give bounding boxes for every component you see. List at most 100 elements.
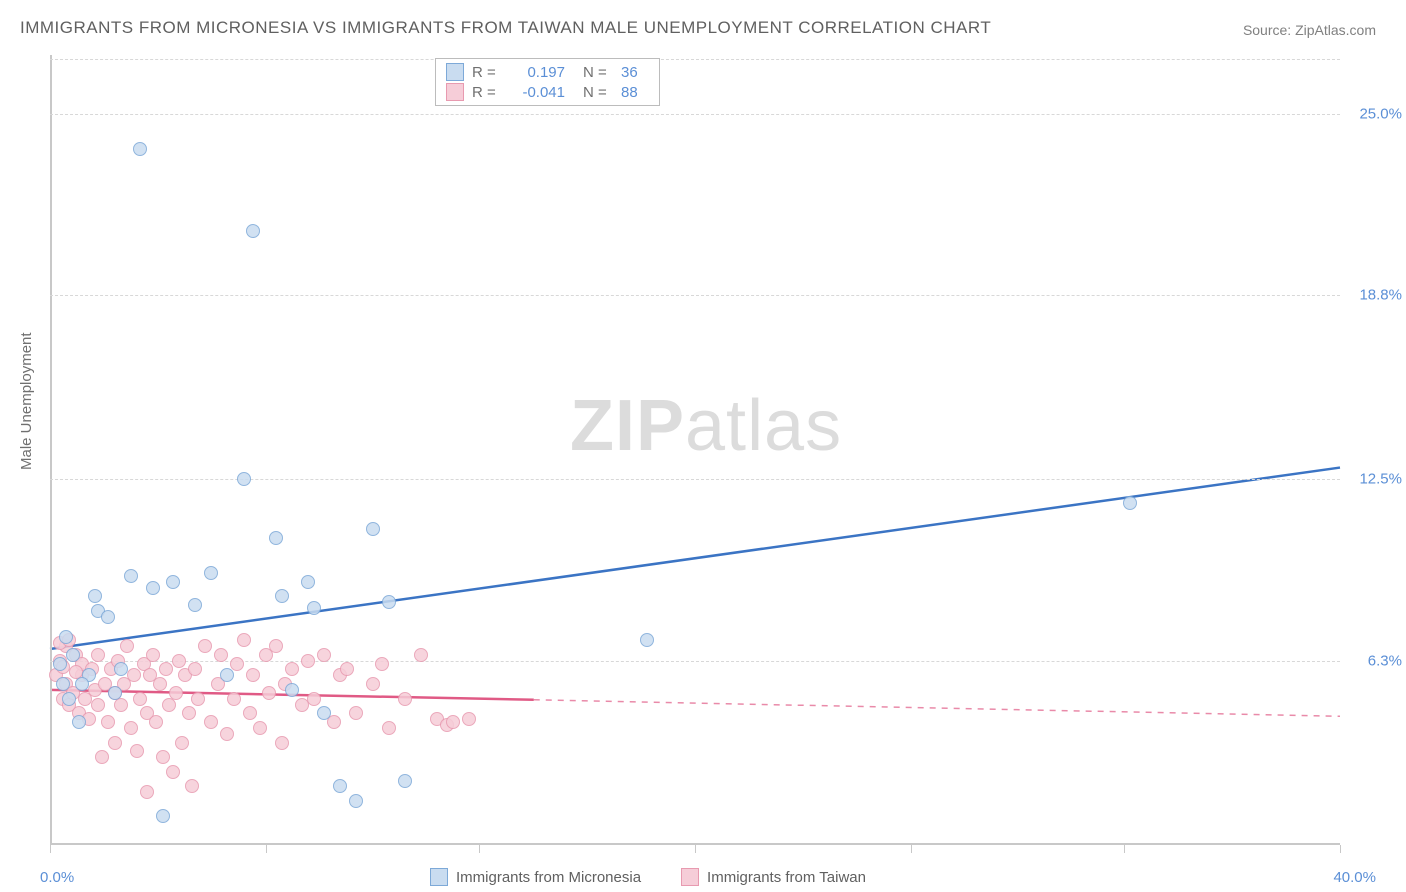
data-point bbox=[114, 662, 128, 676]
data-point bbox=[59, 630, 73, 644]
data-point bbox=[333, 779, 347, 793]
gridline bbox=[50, 295, 1340, 296]
data-point bbox=[133, 692, 147, 706]
data-point bbox=[56, 677, 70, 691]
data-point bbox=[307, 601, 321, 615]
legend-swatch bbox=[446, 63, 464, 81]
data-point bbox=[317, 706, 331, 720]
data-point bbox=[204, 566, 218, 580]
data-point bbox=[243, 706, 257, 720]
data-point bbox=[366, 522, 380, 536]
data-point bbox=[88, 589, 102, 603]
y-tick-label: 12.5% bbox=[1359, 471, 1402, 488]
data-point bbox=[382, 721, 396, 735]
data-point bbox=[101, 715, 115, 729]
data-point bbox=[446, 715, 460, 729]
data-point bbox=[188, 662, 202, 676]
data-point bbox=[130, 744, 144, 758]
data-point bbox=[166, 575, 180, 589]
data-point bbox=[91, 698, 105, 712]
stats-legend: R =0.197N =36R =-0.041N =88 bbox=[435, 58, 660, 106]
data-point bbox=[237, 472, 251, 486]
series-legend: Immigrants from Micronesia Immigrants fro… bbox=[430, 868, 866, 886]
data-point bbox=[317, 648, 331, 662]
x-tick bbox=[695, 845, 696, 853]
data-point bbox=[166, 765, 180, 779]
data-point bbox=[301, 654, 315, 668]
stat-value-r: 0.197 bbox=[510, 64, 565, 81]
gridline bbox=[50, 114, 1340, 115]
data-point bbox=[159, 662, 173, 676]
data-point bbox=[253, 721, 267, 735]
data-point bbox=[349, 706, 363, 720]
data-point bbox=[182, 706, 196, 720]
stat-label-n: N = bbox=[583, 84, 613, 101]
y-tick-label: 25.0% bbox=[1359, 105, 1402, 122]
data-point bbox=[262, 686, 276, 700]
stat-value-r: -0.041 bbox=[510, 84, 565, 101]
data-point bbox=[124, 721, 138, 735]
data-point bbox=[382, 595, 396, 609]
legend-swatch bbox=[430, 868, 448, 886]
data-point bbox=[146, 648, 160, 662]
stat-value-n: 36 bbox=[621, 64, 649, 81]
x-axis-label-min: 0.0% bbox=[40, 869, 74, 886]
data-point bbox=[214, 648, 228, 662]
data-point bbox=[191, 692, 205, 706]
data-point bbox=[220, 668, 234, 682]
data-point bbox=[172, 654, 186, 668]
data-point bbox=[62, 692, 76, 706]
chart-svg bbox=[50, 55, 1340, 845]
series-name: Immigrants from Micronesia bbox=[456, 869, 641, 886]
chart-title: IMMIGRANTS FROM MICRONESIA VS IMMIGRANTS… bbox=[20, 18, 991, 38]
data-point bbox=[169, 686, 183, 700]
data-point bbox=[275, 589, 289, 603]
legend-swatch bbox=[681, 868, 699, 886]
data-point bbox=[285, 683, 299, 697]
data-point bbox=[204, 715, 218, 729]
data-point bbox=[75, 677, 89, 691]
data-point bbox=[127, 668, 141, 682]
data-point bbox=[140, 785, 154, 799]
data-point bbox=[133, 142, 147, 156]
trend-line bbox=[50, 468, 1340, 649]
data-point bbox=[462, 712, 476, 726]
x-tick bbox=[479, 845, 480, 853]
data-point bbox=[366, 677, 380, 691]
data-point bbox=[285, 662, 299, 676]
y-tick-label: 6.3% bbox=[1368, 652, 1402, 669]
x-tick bbox=[1124, 845, 1125, 853]
data-point bbox=[246, 224, 260, 238]
series-legend-item: Immigrants from Micronesia bbox=[430, 868, 641, 886]
data-point bbox=[269, 531, 283, 545]
source-attribution: Source: ZipAtlas.com bbox=[1243, 22, 1376, 38]
data-point bbox=[146, 581, 160, 595]
plot-area: ZIPatlas 6.3%12.5%18.8%25.0% bbox=[50, 55, 1340, 845]
stat-value-n: 88 bbox=[621, 84, 649, 101]
data-point bbox=[220, 727, 234, 741]
y-tick-label: 18.8% bbox=[1359, 286, 1402, 303]
data-point bbox=[414, 648, 428, 662]
data-point bbox=[91, 648, 105, 662]
data-point bbox=[188, 598, 202, 612]
data-point bbox=[149, 715, 163, 729]
data-point bbox=[307, 692, 321, 706]
data-point bbox=[185, 779, 199, 793]
data-point bbox=[156, 809, 170, 823]
stat-label-n: N = bbox=[583, 64, 613, 81]
x-tick bbox=[911, 845, 912, 853]
data-point bbox=[175, 736, 189, 750]
data-point bbox=[246, 668, 260, 682]
y-axis bbox=[50, 55, 52, 845]
gridline bbox=[50, 59, 1340, 60]
data-point bbox=[237, 633, 251, 647]
data-point bbox=[153, 677, 167, 691]
data-point bbox=[640, 633, 654, 647]
legend-swatch bbox=[446, 83, 464, 101]
series-name: Immigrants from Taiwan bbox=[707, 869, 866, 886]
data-point bbox=[269, 639, 283, 653]
data-point bbox=[398, 692, 412, 706]
x-axis-label-max: 40.0% bbox=[1333, 869, 1376, 886]
data-point bbox=[398, 774, 412, 788]
y-axis-label: Male Unemployment bbox=[18, 332, 35, 470]
